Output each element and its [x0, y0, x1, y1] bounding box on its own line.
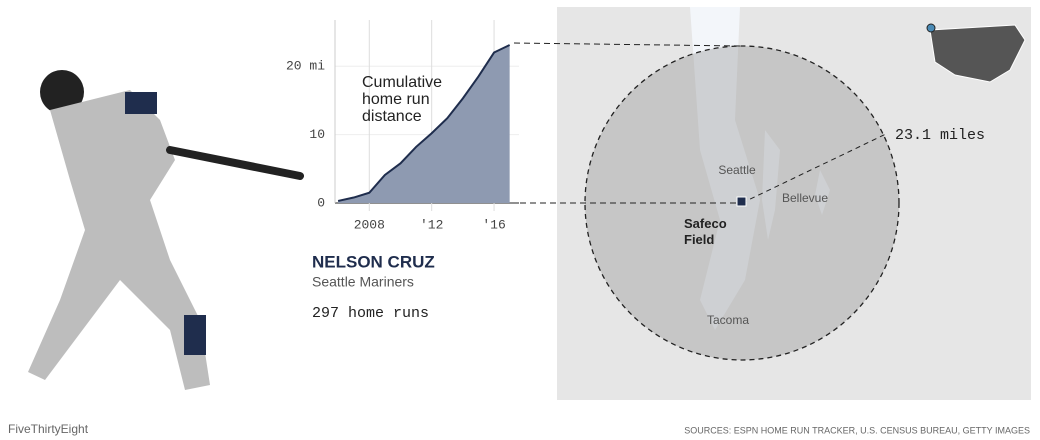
player-photo — [28, 70, 304, 390]
area — [338, 44, 510, 203]
safeco-label: Safeco Field — [684, 216, 727, 247]
y-tick-label: 0 — [317, 195, 325, 210]
place-label: Bellevue — [782, 191, 828, 205]
place-label: Safeco Field — [684, 216, 727, 247]
player-team: Seattle Mariners — [312, 274, 414, 290]
x-tick-label: 2008 — [354, 217, 385, 232]
chart-title: Cumulative home run distance — [362, 74, 443, 125]
x-tick-label: '12 — [420, 217, 443, 232]
y-tick-label: 10 — [309, 127, 325, 142]
radius-label: 23.1 miles — [895, 127, 985, 144]
line — [337, 44, 511, 202]
map — [513, 7, 1031, 400]
player-name: NELSON CRUZ — [312, 252, 435, 271]
sources: SOURCES: ESPN HOME RUN TRACKER, U.S. CEN… — [684, 425, 1030, 435]
place-label: Seattle — [718, 163, 756, 177]
place-label: Tacoma — [707, 313, 749, 327]
home-runs: 297 home runs — [312, 305, 429, 322]
y-tick-label: 20 mi — [286, 59, 325, 74]
chart-title-box: Cumulative home run distance — [362, 74, 443, 125]
x-tick-label: '16 — [482, 217, 505, 232]
brand: FiveThirtyEight — [8, 422, 89, 436]
